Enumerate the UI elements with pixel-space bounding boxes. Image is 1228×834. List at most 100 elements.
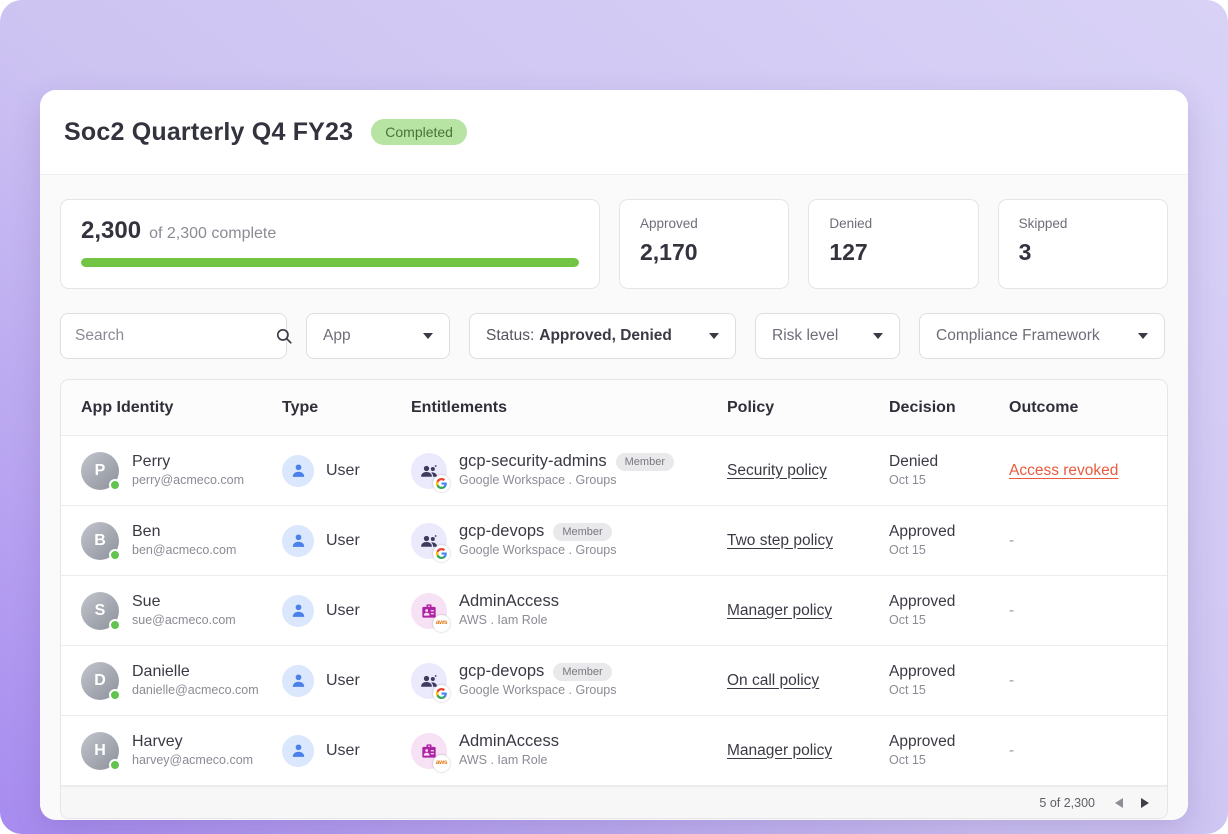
- online-status-dot: [109, 618, 121, 631]
- stat-card-denied: Denied 127: [808, 199, 979, 289]
- table-row[interactable]: D Danielle danielle@acmeco.com User: [61, 646, 1167, 716]
- member-badge: Member: [553, 522, 612, 541]
- stat-value: 2,170: [640, 239, 698, 265]
- identity-email: ben@acmeco.com: [132, 543, 237, 558]
- policy-link[interactable]: Manager policy: [727, 741, 833, 759]
- identity-name: Ben: [132, 523, 161, 541]
- status-filter-dropdown[interactable]: Status: Approved, Denied: [469, 313, 736, 359]
- search-box[interactable]: [60, 313, 292, 359]
- decision-date: Oct 15: [889, 752, 926, 767]
- dropdown-label: App: [323, 327, 351, 344]
- avatar: D: [81, 661, 121, 701]
- chevron-down-icon: [423, 333, 433, 339]
- identity-name: Harvey: [132, 733, 183, 751]
- risk-level-filter-dropdown[interactable]: Risk level: [755, 313, 900, 359]
- aws-logo-badge: aws: [433, 614, 450, 632]
- entitlement-source: AWS . Iam Role: [459, 613, 548, 628]
- policy-link[interactable]: Two step policy: [727, 531, 833, 549]
- next-page-button[interactable]: [1139, 796, 1151, 810]
- chevron-down-icon: [1138, 333, 1148, 339]
- chevron-down-icon: [873, 333, 883, 339]
- table-row[interactable]: H Harvey harvey@acmeco.com User: [61, 716, 1167, 786]
- user-type-icon: [282, 524, 314, 557]
- identity-email: perry@acmeco.com: [132, 473, 245, 488]
- avatar: H: [81, 731, 121, 771]
- decision-status: Approved: [889, 522, 956, 540]
- compliance-framework-filter-dropdown[interactable]: Compliance Framework: [919, 313, 1165, 359]
- stat-value: 3: [1018, 239, 1032, 265]
- progress-value: 2,300: [81, 217, 142, 244]
- user-type-icon: [282, 664, 314, 697]
- decision-date: Oct 15: [889, 472, 926, 487]
- dropdown-label: Status:: [486, 327, 535, 344]
- entitlement-name: gcp-security-admins: [459, 452, 607, 471]
- progress-bar: [81, 258, 579, 267]
- entitlement-name: AdminAccess: [459, 592, 559, 611]
- prev-page-button[interactable]: [1113, 796, 1125, 810]
- type-label: User: [326, 531, 360, 549]
- decision-status: Approved: [889, 662, 956, 680]
- chevron-right-icon: [1141, 797, 1149, 808]
- avatar: B: [81, 521, 121, 561]
- identity-email: danielle@acmeco.com: [132, 683, 259, 698]
- online-status-dot: [109, 758, 121, 771]
- table-row[interactable]: B Ben ben@acmeco.com User: [61, 506, 1167, 576]
- column-header-type: Type: [282, 398, 319, 416]
- entitlement-source: Google Workspace . Groups: [459, 473, 617, 488]
- stat-card-approved: Approved 2,170: [619, 199, 790, 289]
- entitlement-source: Google Workspace . Groups: [459, 683, 617, 698]
- avatar: P: [81, 451, 121, 491]
- online-status-dot: [109, 548, 121, 561]
- search-icon: [276, 328, 292, 344]
- member-badge: Member: [553, 662, 612, 681]
- google-logo-badge: [433, 544, 450, 562]
- aws-logo-badge: aws: [433, 754, 450, 772]
- access-review-window: Soc2 Quarterly Q4 FY23 Completed 2,300 o…: [40, 90, 1188, 820]
- outcome-link[interactable]: Access revoked: [1009, 461, 1119, 479]
- column-header-entitlements: Entitlements: [411, 398, 508, 416]
- policy-link[interactable]: Manager policy: [727, 601, 833, 619]
- stat-value: 127: [829, 239, 868, 265]
- dropdown-label: Risk level: [772, 327, 839, 344]
- decision-date: Oct 15: [889, 612, 926, 627]
- type-label: User: [326, 461, 360, 479]
- table-footer: 5 of 2,300: [61, 786, 1167, 818]
- stats-row: 2,300 of 2,300 complete Approved 2,170 D…: [60, 199, 1168, 289]
- type-label: User: [326, 601, 360, 619]
- progress-suffix: of 2,300 complete: [149, 225, 277, 242]
- google-logo-badge: [433, 684, 450, 702]
- table-row[interactable]: S Sue sue@acmeco.com User: [61, 576, 1167, 646]
- decision-status: Approved: [889, 732, 956, 750]
- entitlement-source: Google Workspace . Groups: [459, 543, 617, 558]
- column-header-app-identity: App Identity: [81, 398, 174, 416]
- outcome-empty: -: [1009, 531, 1015, 549]
- avatar: S: [81, 591, 121, 631]
- column-header-decision: Decision: [889, 398, 956, 416]
- review-table: App Identity Type Entitlements Policy De…: [60, 379, 1168, 819]
- identity-name: Danielle: [132, 663, 190, 681]
- type-label: User: [326, 671, 360, 689]
- status-badge: Completed: [371, 119, 467, 145]
- user-type-icon: [282, 454, 314, 487]
- entitlement-name: gcp-devops: [459, 522, 545, 541]
- search-input[interactable]: [75, 327, 275, 345]
- policy-link[interactable]: On call policy: [727, 671, 820, 689]
- review-header: Soc2 Quarterly Q4 FY23 Completed: [40, 90, 1188, 175]
- outcome-empty: -: [1009, 671, 1015, 689]
- stat-label: Skipped: [1018, 216, 1068, 231]
- table-row[interactable]: P Perry perry@acmeco.com User: [61, 436, 1167, 506]
- aws-icon: aws: [411, 592, 450, 632]
- online-status-dot: [109, 478, 121, 491]
- identity-email: sue@acmeco.com: [132, 613, 236, 628]
- policy-link[interactable]: Security policy: [727, 461, 827, 479]
- table-body: P Perry perry@acmeco.com User: [61, 436, 1167, 786]
- aws-icon: aws: [411, 732, 450, 772]
- google-workspace-icon: [411, 522, 450, 562]
- stat-card-skipped: Skipped 3: [997, 199, 1168, 289]
- page-title: Soc2 Quarterly Q4 FY23: [64, 117, 354, 146]
- app-filter-dropdown[interactable]: App: [306, 313, 450, 359]
- member-badge: Member: [615, 452, 674, 471]
- decision-date: Oct 15: [889, 682, 926, 697]
- type-label: User: [326, 741, 360, 759]
